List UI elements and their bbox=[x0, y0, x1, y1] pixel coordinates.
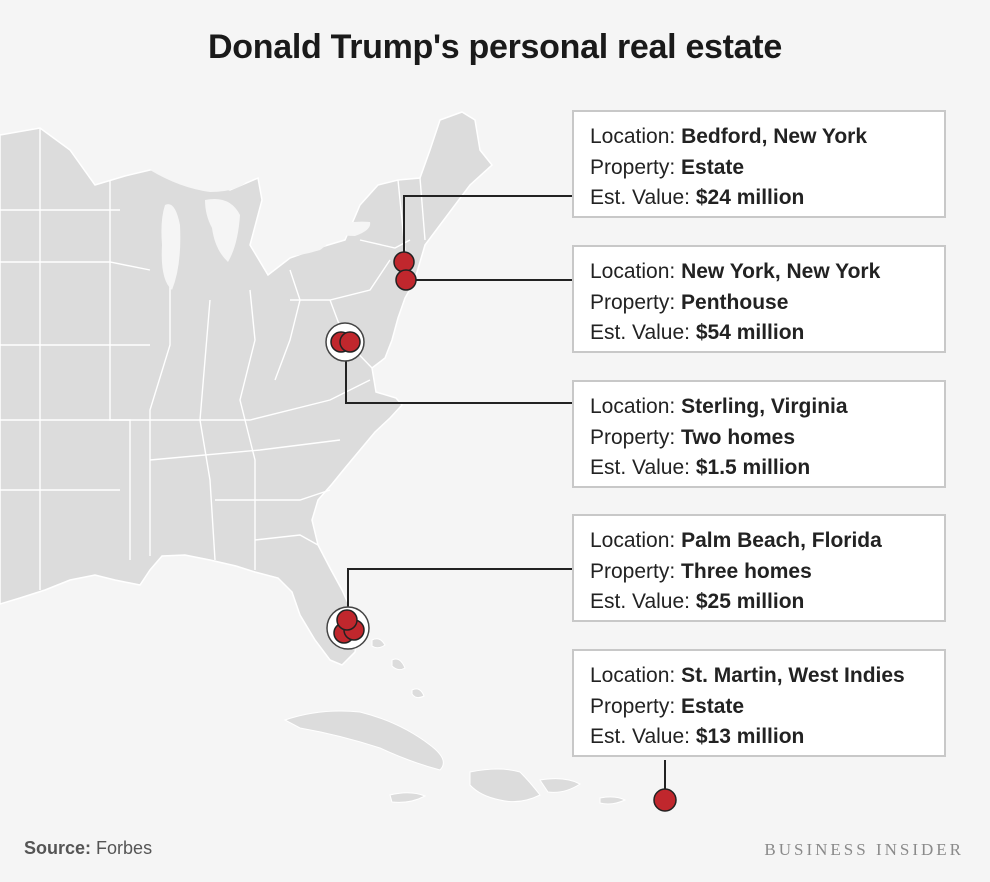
marker-bedford[interactable] bbox=[393, 251, 415, 273]
estimated-value: $24 million bbox=[695, 186, 805, 209]
location-label: Location: bbox=[590, 529, 676, 552]
value-label: Est. Value: bbox=[590, 725, 690, 748]
value-label: Est. Value: bbox=[590, 321, 690, 344]
location-label: Location: bbox=[590, 395, 676, 418]
callout-st-martin: Location: St. Martin, West Indies Proper… bbox=[572, 649, 946, 757]
page-title: Donald Trump's personal real estate bbox=[208, 28, 782, 66]
property-value: Penthouse bbox=[681, 290, 789, 314]
estimated-value: $13 million bbox=[695, 725, 805, 748]
marker-palm-beach-3[interactable] bbox=[336, 609, 358, 631]
eastern-us-landmass bbox=[0, 111, 494, 666]
leader-line-sterling bbox=[345, 342, 572, 404]
value-label: Est. Value: bbox=[590, 186, 690, 209]
brand-logo: BUSINESS INSIDER bbox=[764, 840, 964, 859]
estimated-value: $54 million bbox=[695, 321, 805, 344]
property-label: Property: bbox=[590, 425, 676, 449]
property-label: Property: bbox=[590, 290, 676, 314]
estimated-value: $1.5 million bbox=[695, 456, 811, 479]
marker-new-york[interactable] bbox=[395, 269, 417, 291]
great-lakes bbox=[150, 165, 371, 290]
estimated-value: $25 million bbox=[695, 590, 805, 613]
callout-palm-beach: Location: Palm Beach, Florida Property: … bbox=[572, 514, 946, 622]
source-credit: Source: Forbes bbox=[24, 838, 152, 859]
property-label: Property: bbox=[590, 155, 676, 179]
location-value: Palm Beach, Florida bbox=[681, 529, 882, 552]
caribbean-islands bbox=[283, 638, 627, 805]
location-label: Location: bbox=[590, 125, 676, 148]
property-value: Estate bbox=[681, 694, 745, 718]
source-label: Source: bbox=[24, 838, 92, 858]
property-value: Three homes bbox=[681, 559, 812, 583]
callout-new-york: Location: New York, New York Property: P… bbox=[572, 245, 946, 353]
property-value: Two homes bbox=[681, 425, 795, 449]
property-label: Property: bbox=[590, 559, 676, 583]
state-borders bbox=[0, 128, 426, 590]
location-label: Location: bbox=[590, 260, 676, 283]
value-label: Est. Value: bbox=[590, 590, 690, 613]
location-value: Sterling, Virginia bbox=[681, 395, 848, 418]
property-label: Property: bbox=[590, 694, 676, 718]
location-value: St. Martin, West Indies bbox=[681, 664, 905, 687]
callout-bedford: Location: Bedford, New York Property: Es… bbox=[572, 110, 946, 218]
marker-sterling-2[interactable] bbox=[339, 331, 361, 353]
callout-sterling: Location: Sterling, Virginia Property: T… bbox=[572, 380, 946, 488]
leader-line-palm-beach bbox=[347, 568, 572, 626]
value-label: Est. Value: bbox=[590, 456, 690, 479]
location-label: Location: bbox=[590, 664, 676, 687]
location-value: New York, New York bbox=[681, 260, 881, 283]
source-name: Forbes bbox=[96, 838, 153, 858]
property-value: Estate bbox=[681, 155, 745, 179]
leader-line-bedford bbox=[403, 195, 572, 262]
location-value: Bedford, New York bbox=[681, 125, 868, 148]
marker-st-martin[interactable] bbox=[653, 788, 677, 812]
